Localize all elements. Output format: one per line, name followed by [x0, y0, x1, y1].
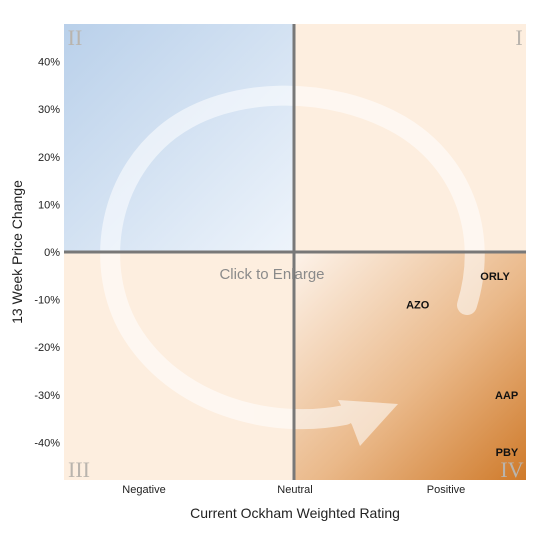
quadrant-label-iii: III — [68, 457, 90, 482]
y-tick-label: 40% — [38, 57, 60, 69]
point-label: AZO — [406, 299, 430, 311]
click-to-enlarge-link[interactable]: Click to Enlarge — [219, 266, 324, 283]
x-category-label: Positive — [427, 484, 466, 496]
y-tick-label: -10% — [34, 295, 60, 307]
quadrant-label-ii: II — [68, 25, 83, 50]
y-tick-label: 10% — [38, 199, 60, 211]
quadrant-label-i: I — [515, 25, 522, 50]
cycle-arrow-icon — [100, 85, 485, 446]
y-tick-label: 30% — [38, 104, 60, 116]
x-category-label: Negative — [122, 484, 165, 496]
quadrant-iv-bg — [294, 252, 526, 480]
y-tick-label: 0% — [44, 247, 60, 259]
point-label: ORLY — [480, 271, 510, 283]
x-axis-title: Current Ockham Weighted Rating — [190, 505, 400, 521]
quadrant-iii-bg — [64, 252, 294, 480]
quadrant-label-iv: IV — [500, 457, 523, 482]
y-tick-label: -30% — [34, 390, 60, 402]
point-label: PBY — [496, 447, 519, 459]
y-axis-title: 13 Week Price Change — [9, 180, 25, 324]
y-tick-label: -20% — [34, 342, 60, 354]
x-category-labels: Negative Neutral Positive — [122, 484, 465, 496]
point-label: AAP — [495, 390, 518, 402]
data-points: ORLY AZO AAP PBY — [406, 271, 519, 459]
y-tick-labels: 40% 30% 20% 10% 0% -10% -20% -30% -40% — [34, 57, 60, 450]
x-category-label: Neutral — [277, 484, 312, 496]
y-tick-label: 20% — [38, 152, 60, 164]
y-tick-label: -40% — [34, 437, 60, 449]
quadrant-ii-bg — [64, 24, 294, 252]
